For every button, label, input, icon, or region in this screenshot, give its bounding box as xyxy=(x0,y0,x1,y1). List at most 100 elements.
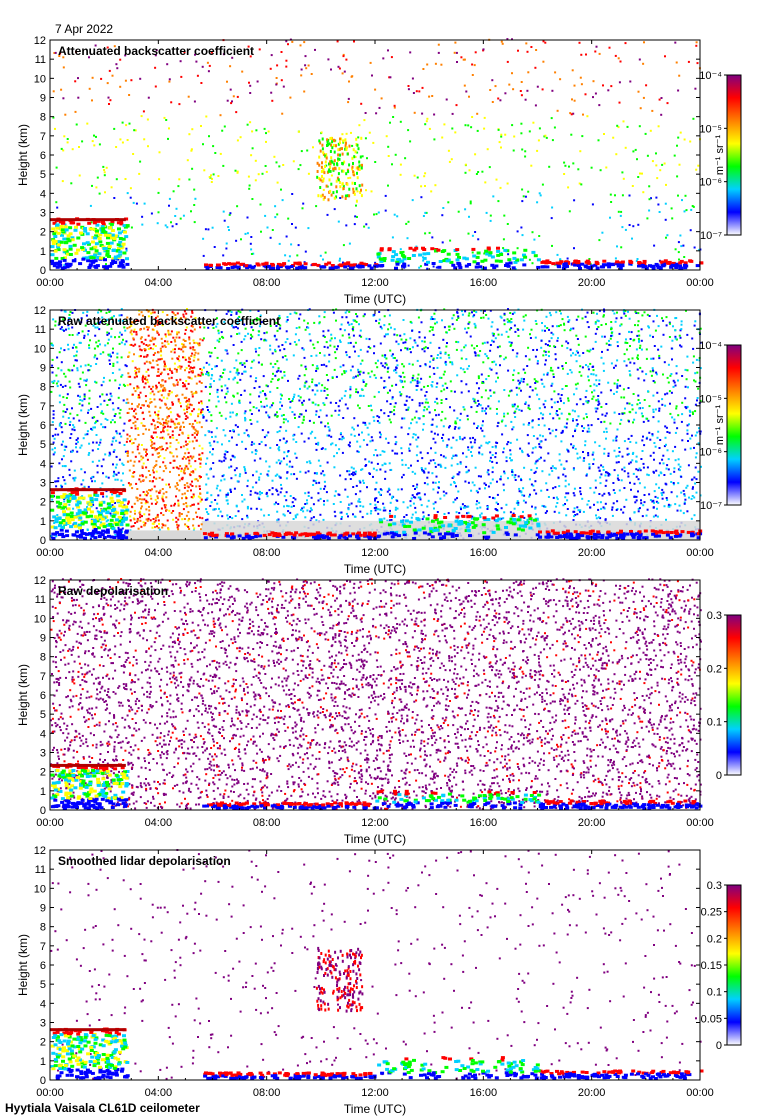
colorbar-tick-label: 0.3 xyxy=(707,880,722,892)
colorbar-tick-label: 0.15 xyxy=(701,960,722,972)
x-tick-label: 20:00 xyxy=(578,547,606,559)
y-tick-label: 2 xyxy=(40,227,46,239)
heatmap-panel-2: Raw attenuated backscatter coefficient 0 1… xyxy=(16,305,742,576)
x-tick-label: 04:00 xyxy=(145,277,173,289)
y-tick-label: 2 xyxy=(40,767,46,779)
colorbar-tick-label: 0.2 xyxy=(707,933,722,945)
x-tick-label: 04:00 xyxy=(145,547,173,559)
y-tick-label: 9 xyxy=(40,903,46,915)
colorbar-tick-label: 0 xyxy=(716,770,722,782)
site-instrument-label: Hyytiala Vaisala CL61D ceilometer xyxy=(5,1101,200,1115)
y-tick-label: 1 xyxy=(40,516,46,528)
x-tick-label: 00:00 xyxy=(686,277,714,289)
y-tick-label: 10 xyxy=(34,883,46,895)
y-tick-label: 11 xyxy=(35,324,46,336)
x-tick-label: 16:00 xyxy=(470,277,498,289)
x-tick-label: 00:00 xyxy=(686,817,714,829)
y-tick-label: 9 xyxy=(40,633,46,645)
x-tick-label: 00:00 xyxy=(36,817,64,829)
y-tick-label: 9 xyxy=(40,363,46,375)
y-tick-label: 12 xyxy=(34,845,46,857)
heatmap-cells xyxy=(50,38,704,270)
y-axis-label: Height (km) xyxy=(16,934,30,996)
y-tick-label: 5 xyxy=(40,439,46,451)
y-tick-label: 10 xyxy=(34,73,46,85)
x-tick-label: 08:00 xyxy=(253,547,281,559)
y-tick-label: 0 xyxy=(40,265,46,277)
y-tick-label: 7 xyxy=(40,671,46,683)
colorbar-tick-label: 10⁻⁶ xyxy=(699,177,722,189)
x-tick-label: 20:00 xyxy=(578,817,606,829)
colorbar-tick-label: 10⁻⁷ xyxy=(700,230,722,242)
x-axis-label: Time (UTC) xyxy=(344,562,406,576)
y-tick-label: 6 xyxy=(40,420,46,432)
colorbar-tick-label: 0.1 xyxy=(707,987,722,999)
colorbar-tick-label: 10⁻⁴ xyxy=(699,340,722,352)
colorbar: 10⁻⁷ 10⁻⁶ 10⁻⁵ 10⁻⁴ m⁻¹ sr⁻¹ xyxy=(699,340,742,512)
y-tick-label: 1 xyxy=(40,1056,46,1068)
y-tick-label: 6 xyxy=(40,960,46,972)
x-tick-label: 04:00 xyxy=(145,817,173,829)
x-tick-label: 00:00 xyxy=(36,547,64,559)
y-axis-label: Height (km) xyxy=(16,394,30,456)
y-tick-label: 7 xyxy=(40,941,46,953)
y-tick-label: 1 xyxy=(40,786,46,798)
y-tick-label: 4 xyxy=(40,728,46,740)
heatmap-cells xyxy=(50,578,703,810)
y-tick-label: 11 xyxy=(35,864,46,876)
y-tick-label: 6 xyxy=(40,150,46,162)
plot-background xyxy=(50,850,700,1080)
y-tick-label: 8 xyxy=(40,652,46,664)
y-tick-label: 6 xyxy=(40,690,46,702)
colorbar-gradient xyxy=(726,74,742,236)
y-tick-label: 1 xyxy=(40,246,46,258)
y-tick-label: 4 xyxy=(40,998,46,1010)
colorbar-tick-label: 10⁻⁴ xyxy=(699,70,722,82)
x-tick-label: 20:00 xyxy=(578,1087,606,1099)
y-tick-label: 12 xyxy=(34,575,46,587)
chart-title: Smoothed lidar depolarisation xyxy=(58,854,231,868)
colorbar-label: m⁻¹ sr⁻¹ xyxy=(714,135,726,176)
y-tick-label: 9 xyxy=(40,93,46,105)
x-axis-label: Time (UTC) xyxy=(344,832,406,846)
chart-title: Raw attenuated backscatter coefficient xyxy=(58,314,280,328)
colorbar: 0 0.05 0.1 0.15 0.2 0.25 0.3 xyxy=(701,880,742,1052)
y-tick-label: 2 xyxy=(40,497,46,509)
x-tick-label: 00:00 xyxy=(36,1087,64,1099)
colorbar-tick-label: 0.3 xyxy=(707,610,722,622)
y-tick-label: 11 xyxy=(35,594,46,606)
x-tick-label: 16:00 xyxy=(470,817,498,829)
heatmap-panel-1: Attenuated backscatter coefficient012345… xyxy=(16,35,742,306)
y-tick-label: 5 xyxy=(40,979,46,991)
y-tick-label: 3 xyxy=(40,478,46,490)
y-tick-label: 0 xyxy=(40,535,46,547)
x-tick-label: 04:00 xyxy=(145,1087,173,1099)
y-tick-label: 10 xyxy=(34,343,46,355)
colorbar-tick-label: 0.25 xyxy=(701,907,722,919)
x-tick-label: 08:00 xyxy=(253,1087,281,1099)
y-tick-label: 8 xyxy=(40,922,46,934)
colorbar: 0 0.1 0.2 0.3 xyxy=(707,610,742,782)
y-tick-label: 10 xyxy=(34,613,46,625)
x-tick-label: 16:00 xyxy=(470,547,498,559)
x-tick-label: 00:00 xyxy=(686,1087,714,1099)
colorbar-tick-label: 0.2 xyxy=(707,663,722,675)
y-tick-label: 4 xyxy=(40,188,46,200)
heatmap-panel-4: Smoothed lidar depolarisation01234567891… xyxy=(16,845,742,1116)
y-tick-label: 4 xyxy=(40,458,46,470)
plot-background xyxy=(50,40,700,270)
x-axis-label: Time (UTC) xyxy=(344,292,406,306)
x-tick-label: 12:00 xyxy=(361,1087,389,1099)
x-tick-label: 00:00 xyxy=(686,547,714,559)
colorbar-label: m⁻¹ sr⁻¹ xyxy=(714,405,726,446)
x-tick-label: 16:00 xyxy=(470,1087,498,1099)
chart-title: Raw depolarisation xyxy=(58,584,168,598)
x-tick-label: 12:00 xyxy=(361,817,389,829)
y-axis-label: Height (km) xyxy=(16,664,30,726)
y-tick-label: 5 xyxy=(40,709,46,721)
x-tick-label: 08:00 xyxy=(253,277,281,289)
colorbar-tick-label: 10⁻⁵ xyxy=(699,123,722,135)
y-tick-label: 2 xyxy=(40,1037,46,1049)
x-tick-label: 20:00 xyxy=(578,277,606,289)
